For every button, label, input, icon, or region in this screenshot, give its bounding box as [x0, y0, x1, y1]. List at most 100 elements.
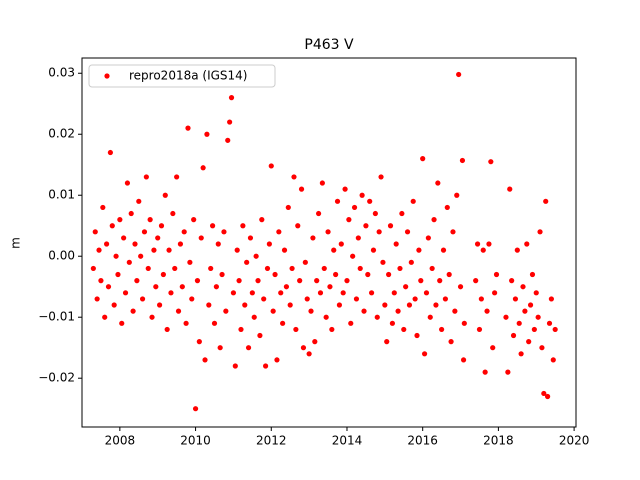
data-point — [281, 247, 288, 253]
data-point — [228, 95, 235, 101]
data-point — [410, 198, 416, 204]
legend: repro2018a (IGS14) — [88, 64, 276, 88]
data-point — [323, 314, 329, 320]
data-point — [268, 163, 274, 169]
data-point — [217, 345, 223, 351]
data-point — [531, 326, 537, 333]
data-point — [298, 186, 305, 192]
data-point — [113, 253, 119, 259]
data-point — [473, 278, 479, 284]
data-point — [452, 308, 458, 314]
data-point — [397, 265, 403, 272]
data-point — [98, 278, 104, 284]
data-point — [503, 314, 509, 320]
data-point — [272, 271, 278, 278]
data-point — [221, 229, 227, 235]
data-point — [450, 229, 456, 235]
data-point — [380, 259, 386, 265]
data-point — [211, 320, 218, 326]
data-point — [459, 157, 466, 164]
data-point — [240, 223, 246, 229]
data-point — [285, 204, 291, 211]
data-point — [444, 204, 450, 211]
data-point — [518, 351, 524, 357]
data-point — [439, 326, 445, 333]
data-point — [478, 296, 484, 302]
x-tick-label: 2016 — [407, 434, 438, 448]
data-point — [266, 241, 272, 247]
data-point — [308, 308, 314, 314]
data-point — [242, 302, 248, 308]
data-point — [370, 247, 377, 253]
data-point — [351, 204, 358, 211]
data-point — [548, 296, 554, 302]
data-point — [253, 253, 259, 259]
data-point — [480, 247, 486, 253]
data-point — [524, 241, 530, 247]
data-point — [461, 320, 467, 326]
x-tick-label: 2020 — [559, 434, 590, 448]
x-tick-label: 2010 — [180, 434, 211, 448]
data-point — [527, 302, 534, 308]
data-point — [175, 308, 182, 314]
data-point — [136, 198, 142, 204]
data-point — [321, 265, 327, 272]
legend-box — [88, 64, 276, 88]
data-point — [510, 332, 517, 339]
data-point — [539, 345, 545, 351]
data-point — [340, 290, 346, 296]
data-point — [306, 351, 312, 357]
data-point — [297, 278, 303, 284]
data-point — [376, 229, 382, 235]
data-point — [378, 174, 384, 180]
data-point — [353, 296, 360, 302]
data-point — [334, 198, 341, 204]
data-point — [304, 296, 310, 302]
data-point — [247, 235, 254, 241]
data-point — [448, 339, 454, 345]
data-point — [157, 302, 163, 308]
data-point — [179, 284, 185, 290]
data-point — [225, 137, 231, 143]
data-point — [232, 363, 238, 369]
data-point — [391, 290, 397, 296]
data-point — [139, 296, 146, 302]
data-point — [408, 259, 414, 265]
data-point — [138, 253, 144, 259]
data-point — [346, 217, 352, 223]
data-point — [535, 314, 541, 320]
data-point — [219, 271, 225, 278]
data-point — [541, 390, 547, 397]
data-point — [209, 223, 216, 229]
data-point — [516, 320, 522, 326]
data-point — [389, 320, 396, 326]
data-point — [454, 192, 460, 198]
data-point — [431, 217, 437, 223]
data-point — [367, 198, 373, 204]
data-point — [280, 320, 286, 326]
data-point — [401, 326, 407, 333]
data-point — [359, 192, 365, 198]
data-point — [192, 406, 199, 412]
x-tick-label: 2014 — [332, 434, 363, 448]
data-point — [291, 174, 297, 180]
data-point — [382, 302, 388, 308]
data-point — [363, 223, 369, 229]
data-point — [446, 271, 452, 278]
data-point — [295, 223, 301, 229]
axes-frame — [81, 57, 577, 428]
legend-marker — [104, 73, 110, 79]
data-point — [227, 119, 233, 125]
y-tick-label: 0.01 — [48, 188, 75, 202]
data-point — [162, 192, 168, 198]
data-point — [493, 271, 500, 278]
data-point — [350, 253, 356, 259]
data-point — [325, 229, 331, 235]
data-point — [333, 271, 339, 278]
data-point — [421, 351, 428, 357]
data-point — [124, 180, 131, 186]
data-point — [183, 320, 189, 326]
data-point — [543, 198, 549, 204]
